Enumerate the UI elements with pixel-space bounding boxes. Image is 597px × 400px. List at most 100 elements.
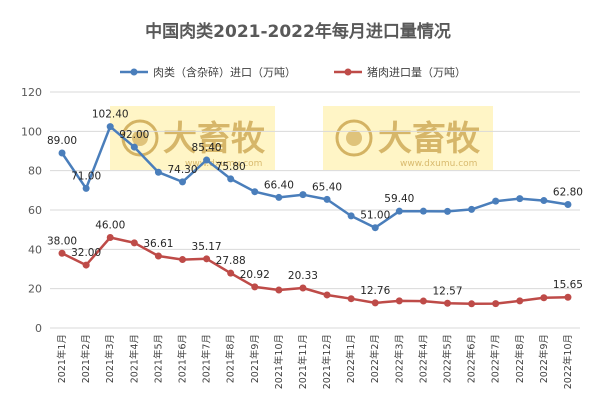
data-point bbox=[371, 224, 379, 232]
x-tick-label: 2022年6月 bbox=[466, 334, 478, 383]
data-point bbox=[227, 175, 235, 183]
chart-title: 中国肉类2021-2022年每月进口量情况 bbox=[145, 21, 451, 42]
x-tick-label: 2022年10月 bbox=[562, 334, 574, 389]
svg-text:www.dxumu.com: www.dxumu.com bbox=[185, 159, 262, 169]
data-point bbox=[323, 195, 331, 203]
x-tick-label: 2021年4月 bbox=[128, 334, 140, 383]
legend-marker-pork bbox=[344, 68, 352, 76]
x-tick-label: 2022年4月 bbox=[417, 334, 429, 383]
legend: 肉类（含杂碎）进口（万吨） 猪肉进口量（万吨） bbox=[120, 65, 466, 79]
data-label: 71.00 bbox=[71, 170, 101, 182]
x-tick-label: 2022年2月 bbox=[369, 334, 381, 383]
x-tick-label: 2021年1月 bbox=[56, 334, 68, 383]
x-tick-label: 2022年5月 bbox=[442, 334, 454, 383]
data-label: 59.40 bbox=[384, 193, 414, 205]
data-point bbox=[323, 291, 331, 299]
data-label: 75.80 bbox=[216, 161, 246, 173]
data-label: 20.33 bbox=[288, 270, 318, 282]
data-point bbox=[154, 168, 162, 176]
x-tick-label: 2022年9月 bbox=[538, 334, 550, 383]
data-point bbox=[179, 178, 186, 186]
svg-text:大畜牧: 大畜牧 bbox=[378, 119, 481, 159]
data-point bbox=[179, 256, 186, 264]
data-label: 65.40 bbox=[312, 181, 342, 193]
data-point bbox=[468, 300, 476, 308]
data-label: 15.65 bbox=[553, 279, 583, 291]
x-tick-label: 2021年6月 bbox=[177, 334, 189, 383]
data-point bbox=[347, 295, 355, 303]
x-tick-label: 2022年8月 bbox=[514, 334, 526, 383]
data-point bbox=[130, 239, 138, 247]
x-tick-label: 2022年7月 bbox=[490, 334, 502, 383]
data-point bbox=[130, 143, 138, 151]
svg-text:www.dxumu.com: www.dxumu.com bbox=[400, 159, 477, 169]
x-tick-label: 2021年11月 bbox=[297, 334, 309, 389]
y-tick-label: 60 bbox=[28, 204, 42, 217]
x-tick-label: 2022年3月 bbox=[393, 334, 405, 383]
x-tick-label: 2021年8月 bbox=[225, 334, 237, 383]
x-tick-label: 2021年2月 bbox=[80, 334, 92, 383]
data-label: 102.40 bbox=[92, 109, 129, 121]
data-point bbox=[395, 207, 403, 215]
legend-marker-meat bbox=[130, 68, 138, 76]
data-point bbox=[106, 123, 114, 131]
data-label: 35.17 bbox=[192, 241, 222, 253]
x-tick-label: 2021年3月 bbox=[104, 334, 116, 383]
y-tick-label: 100 bbox=[21, 125, 42, 138]
data-point bbox=[203, 255, 211, 263]
data-point bbox=[419, 207, 427, 215]
legend-label-meat: 肉类（含杂碎）进口（万吨） bbox=[153, 65, 296, 79]
x-tick-label: 2021年12月 bbox=[321, 334, 333, 389]
data-point bbox=[82, 261, 90, 269]
data-point bbox=[58, 249, 66, 257]
data-label: 32.00 bbox=[71, 247, 101, 259]
data-label: 38.00 bbox=[47, 235, 77, 247]
data-point bbox=[516, 195, 524, 203]
data-label: 51.00 bbox=[360, 210, 390, 222]
x-tick-label: 2021年9月 bbox=[249, 334, 261, 383]
x-tick-label: 2021年5月 bbox=[152, 334, 164, 383]
x-tick-label: 2022年1月 bbox=[345, 334, 357, 383]
data-label: 74.30 bbox=[167, 164, 197, 176]
legend-label-pork: 猪肉进口量（万吨） bbox=[367, 66, 466, 79]
data-label: 89.00 bbox=[47, 135, 77, 147]
x-tick-label: 2021年10月 bbox=[273, 334, 285, 389]
y-tick-label: 20 bbox=[28, 283, 42, 296]
data-point bbox=[299, 284, 307, 292]
data-point bbox=[251, 283, 259, 291]
data-label: 62.80 bbox=[553, 186, 583, 198]
watermarks: 大畜牧 www.dxumu.com 大畜牧 www.dxumu.com bbox=[110, 106, 493, 170]
data-point bbox=[444, 299, 451, 307]
data-point bbox=[564, 293, 572, 301]
data-label: 92.00 bbox=[119, 129, 149, 141]
y-tick-label: 0 bbox=[35, 322, 42, 335]
y-tick-label: 40 bbox=[28, 243, 42, 256]
data-point bbox=[203, 156, 211, 164]
data-label: 12.76 bbox=[360, 285, 390, 297]
data-point bbox=[371, 299, 379, 307]
data-point bbox=[492, 300, 500, 308]
series-line-0 bbox=[60, 125, 569, 229]
watermark-logo-2: 大畜牧 www.dxumu.com bbox=[323, 106, 493, 170]
data-label: 20.92 bbox=[240, 269, 270, 281]
data-label: 36.61 bbox=[143, 238, 173, 250]
data-label: 46.00 bbox=[95, 220, 125, 232]
data-point bbox=[419, 297, 427, 305]
data-point bbox=[251, 188, 259, 196]
data-point bbox=[275, 193, 283, 201]
data-point bbox=[540, 294, 548, 302]
data-label: 12.57 bbox=[432, 285, 462, 297]
data-point bbox=[227, 269, 235, 277]
data-point bbox=[444, 207, 451, 215]
data-point bbox=[540, 197, 548, 205]
data-point bbox=[468, 205, 476, 213]
data-point bbox=[516, 297, 524, 305]
y-tick-label: 80 bbox=[28, 165, 42, 178]
data-point bbox=[106, 234, 114, 242]
data-point bbox=[275, 286, 283, 294]
data-point bbox=[347, 212, 355, 220]
data-point bbox=[82, 184, 90, 192]
data-point bbox=[564, 200, 572, 208]
data-label: 85.40 bbox=[192, 142, 222, 154]
